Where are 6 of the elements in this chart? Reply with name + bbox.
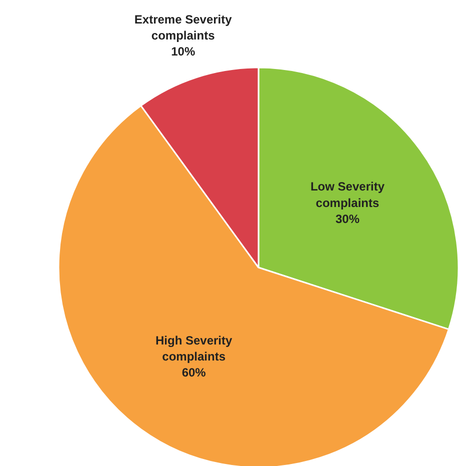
data-label: 60%: [182, 366, 206, 380]
slice-label: Extreme Severity complaints: [134, 12, 232, 42]
data-label: 30%: [335, 212, 360, 226]
data-label: 10%: [171, 44, 196, 59]
slice-label: High Severity complaints: [155, 333, 233, 364]
slice-label: Low Severity complaints: [310, 180, 385, 210]
